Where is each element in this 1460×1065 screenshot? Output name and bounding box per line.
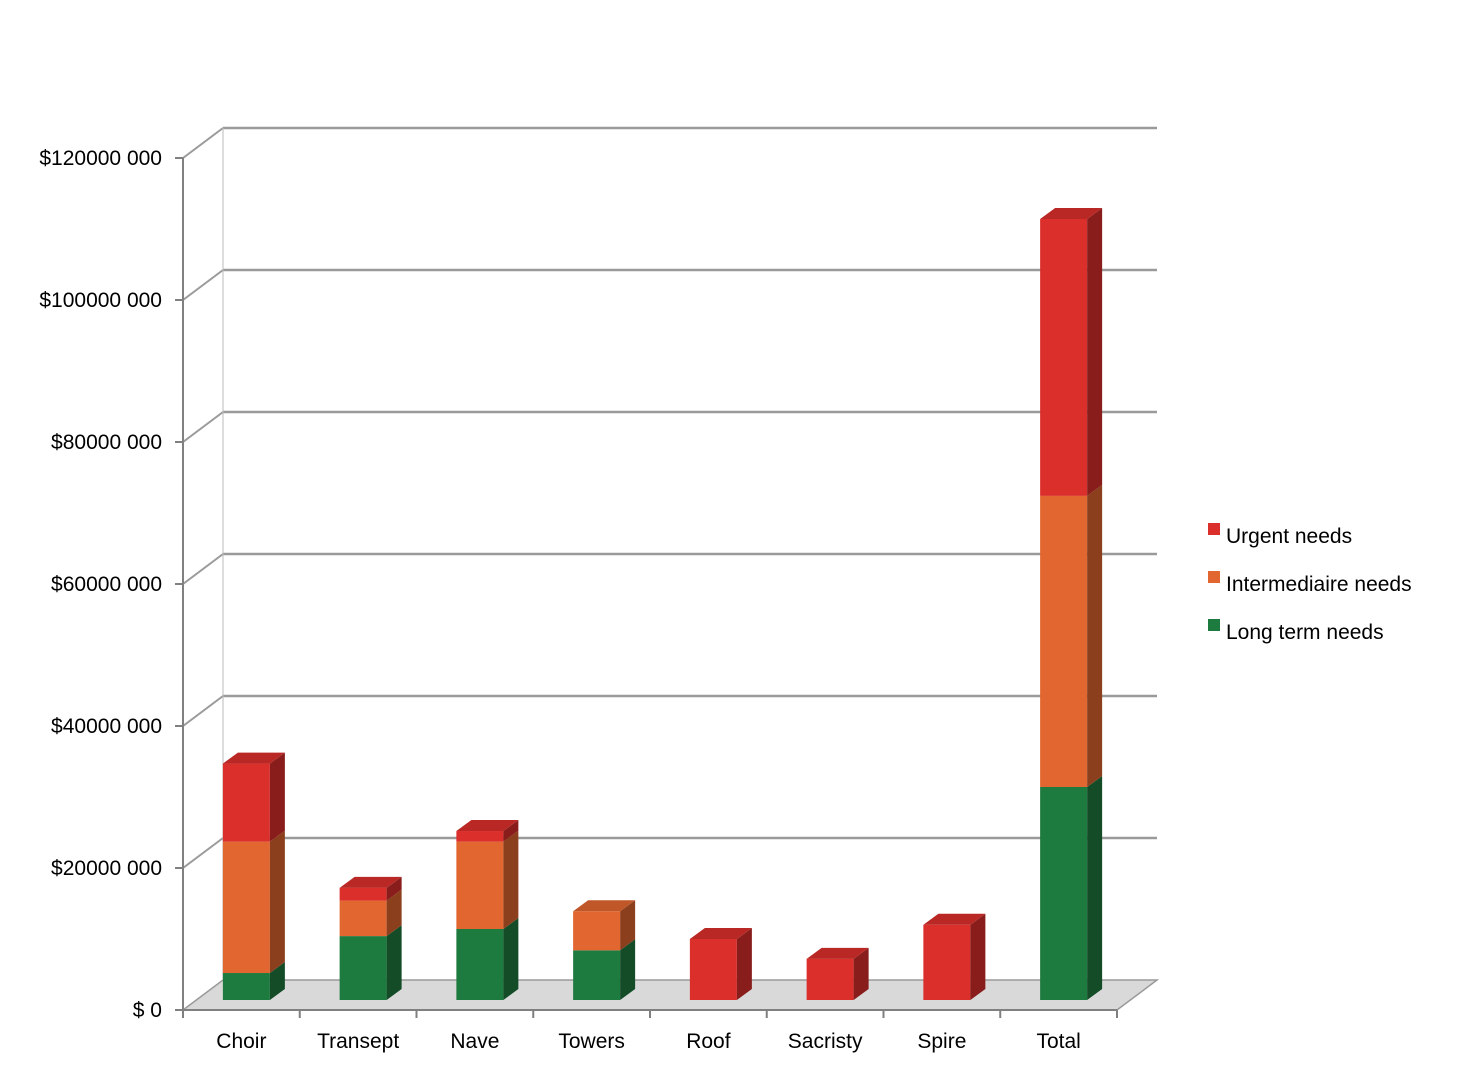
bar-segment-nave-long-term-needs: [456, 929, 504, 1000]
bar-segment-towers-long-term-needs: [573, 950, 621, 1000]
x-tick-label: Towers: [558, 1030, 625, 1053]
bars: [222, 208, 1103, 1000]
bar-top-face: [923, 913, 986, 925]
bar-side-face: [970, 913, 986, 1000]
bar-side-face: [1087, 484, 1103, 787]
bar-side-face: [269, 752, 285, 842]
y-tick-label: $40000 000: [51, 715, 162, 738]
bar-side-face: [503, 820, 519, 842]
bar-top-face: [689, 927, 752, 939]
bar-top-face: [339, 876, 402, 888]
bar-side-face: [736, 927, 752, 1000]
bar-top-face: [1040, 208, 1103, 219]
bar-segment-towers-intermediaire-needs: [573, 911, 621, 951]
bar-segment-total-long-term-needs: [1040, 787, 1088, 1000]
bar-segment-total-urgent-needs: [1040, 219, 1088, 496]
x-tick-label: Spire: [917, 1030, 966, 1053]
gridline-diagonal: [182, 269, 224, 301]
bar-segment-nave-urgent-needs: [456, 831, 504, 842]
y-tick-label: $80000 000: [51, 431, 162, 454]
bar-side-face: [269, 962, 285, 1000]
bar-segment-spire-urgent-needs: [923, 924, 971, 1000]
bar-side-face: [386, 889, 402, 937]
bar-side-face: [1087, 776, 1103, 1000]
y-tick-label: $120000 000: [39, 147, 162, 170]
bar-segment-transept-intermediaire-needs: [339, 900, 387, 937]
bar-side-face: [386, 876, 402, 901]
bar-top-face: [456, 820, 519, 832]
axes: [175, 157, 1118, 1018]
bar-side-face: [1087, 208, 1103, 496]
bar-segment-choir-intermediaire-needs: [222, 841, 270, 974]
bar-side-face: [503, 918, 519, 1000]
y-tick-label: $60000 000: [51, 573, 162, 596]
bar-side-face: [269, 830, 285, 974]
axis-labels: $ 0 $20000 000 $40000 000 $60000 000 $80000 …: [39, 147, 1080, 1053]
gridlines: [180, 126, 1160, 1011]
legend-label: Long term needs: [1226, 621, 1384, 644]
bar-segment-choir-long-term-needs: [222, 973, 270, 1000]
bar-segment-choir-urgent-needs: [222, 763, 270, 842]
gridline-diagonal: [182, 695, 224, 727]
legend-swatch: [1208, 571, 1220, 583]
gridline-diagonal: [182, 553, 224, 585]
bar-segment-transept-long-term-needs: [339, 936, 387, 1000]
gridline-diagonal: [182, 837, 224, 869]
bar-segment-nave-intermediaire-needs: [456, 841, 504, 929]
legend-swatch: [1208, 619, 1220, 631]
y-tick-label: $ 0: [133, 999, 162, 1022]
gridline-diagonal: [182, 127, 224, 159]
x-tick-label: Transept: [317, 1030, 399, 1053]
x-tick-label: Sacristy: [788, 1030, 863, 1053]
gridline-diagonal: [182, 411, 224, 443]
bar-top-face: [573, 900, 636, 912]
bar-segment-total-intermediaire-needs: [1040, 495, 1088, 787]
legend-label: Urgent needs: [1226, 525, 1352, 548]
legend-swatch: [1208, 523, 1220, 535]
chart-floor: [180, 979, 1160, 1011]
bar-side-face: [386, 925, 402, 1000]
bar-top-face: [806, 947, 869, 959]
bar-top-face: [222, 752, 285, 764]
legend: Urgent needs Intermediaire needs Long term…: [1208, 523, 1412, 644]
x-tick-label: Nave: [450, 1030, 499, 1053]
bar-side-face: [503, 830, 519, 929]
x-tick-label: Roof: [686, 1030, 731, 1053]
legend-label: Intermediaire needs: [1226, 573, 1412, 596]
x-tick-label: Total: [1036, 1030, 1080, 1053]
bar-side-face: [853, 947, 869, 1000]
y-tick-label: $100000 000: [39, 289, 162, 312]
bar-side-face: [620, 939, 636, 1000]
y-tick-label: $20000 000: [51, 857, 162, 880]
bar-segment-sacristy-urgent-needs: [806, 958, 854, 1000]
x-tick-label: Choir: [216, 1030, 266, 1053]
bar-segment-transept-urgent-needs: [339, 887, 387, 901]
bar-segment-roof-urgent-needs: [689, 938, 737, 1000]
bar-side-face: [620, 900, 636, 951]
